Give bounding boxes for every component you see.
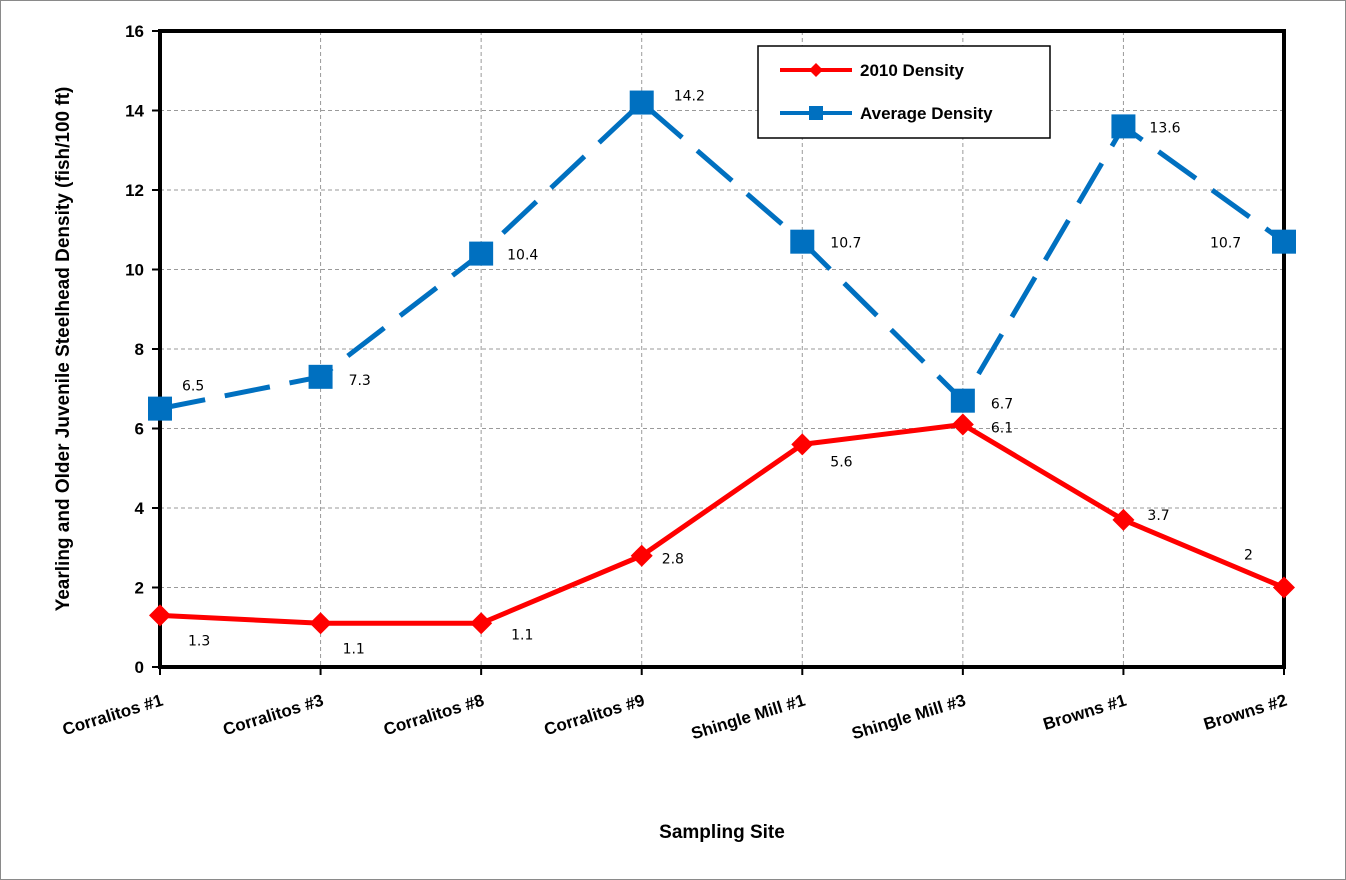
data-label: 10.7 <box>1210 236 1241 252</box>
y-tick-label: 14 <box>125 102 144 121</box>
data-label: 6.1 <box>991 421 1013 437</box>
data-label: 6.5 <box>182 379 204 395</box>
data-label: 10.4 <box>507 248 538 264</box>
data-point-marker <box>308 364 333 389</box>
data-label: 13.6 <box>1149 120 1180 136</box>
data-label: 10.7 <box>830 236 861 252</box>
x-category-label: Shingle Mill #1 <box>689 691 807 744</box>
data-point-marker <box>791 433 814 456</box>
data-point-marker <box>470 612 493 635</box>
legend-label-2010: 2010 Density <box>860 61 964 80</box>
data-point-marker <box>950 388 975 413</box>
data-point-marker <box>1111 114 1136 139</box>
y-tick-label: 10 <box>125 261 144 280</box>
y-tick-label: 12 <box>125 181 144 200</box>
series-lines <box>159 100 1286 626</box>
legend-marker-2010 <box>809 63 823 77</box>
y-tick-label: 6 <box>135 420 144 439</box>
data-point-marker <box>469 241 494 266</box>
data-labels: 1.3 1.1 1.1 2.8 5.6 6.1 3.7 2 6.5 7.3 10.4 14.2 10.7… <box>182 89 1253 658</box>
y-tick-labels: 0 2 4 6 8 10 12 14 16 <box>125 22 144 677</box>
data-label: 3.7 <box>1147 508 1169 524</box>
data-label: 7.3 <box>349 373 371 389</box>
series-line <box>159 422 1285 626</box>
data-label: 1.3 <box>188 633 210 649</box>
legend-box <box>757 45 1051 139</box>
data-point-marker <box>629 90 654 115</box>
y-axis-title: Yearling and Older Juvenile Steelhead De… <box>53 87 74 612</box>
data-point-marker <box>1112 508 1135 531</box>
x-category-label: Corralitos #9 <box>542 691 647 740</box>
x-category-label: Browns #1 <box>1041 691 1129 734</box>
data-point-marker <box>951 413 974 436</box>
y-tick-label: 16 <box>125 22 144 41</box>
y-tick-label: 2 <box>135 579 144 598</box>
data-point-marker <box>149 604 171 627</box>
data-label: 14.2 <box>674 89 705 105</box>
data-label: 5.6 <box>830 454 852 470</box>
data-point-marker <box>1272 229 1296 254</box>
data-label: 1.1 <box>511 627 533 643</box>
legend-label-average: Average Density <box>860 104 993 123</box>
x-category-label: Corralitos #3 <box>221 691 326 740</box>
data-label: 2 <box>1244 548 1253 564</box>
y-tick-label: 0 <box>135 658 144 677</box>
data-label: 6.7 <box>991 397 1013 413</box>
data-point-marker <box>309 612 332 635</box>
series-line <box>159 100 1286 412</box>
x-category-label: Corralitos #1 <box>60 691 165 740</box>
y-tick-label: 4 <box>135 499 145 518</box>
data-point-marker <box>148 396 172 421</box>
x-category-label: Browns #2 <box>1201 691 1289 734</box>
data-point-marker <box>630 544 653 567</box>
x-category-labels: Corralitos #1 Corralitos #3 Corralitos #8 C… <box>60 691 1289 744</box>
series-markers <box>148 90 1296 635</box>
legend: 2010 Density Average Density <box>757 45 1051 139</box>
data-point-marker <box>790 229 815 254</box>
axis-ticks <box>152 30 1285 675</box>
y-tick-label: 8 <box>135 340 144 359</box>
data-label: 1.1 <box>343 641 365 657</box>
data-label: 2.8 <box>662 552 684 568</box>
x-category-label: Shingle Mill #3 <box>850 691 968 744</box>
data-point-marker <box>1273 576 1295 599</box>
legend-marker-average <box>809 106 823 120</box>
x-axis-title: Sampling Site <box>659 822 785 843</box>
x-category-label: Corralitos #8 <box>381 691 486 740</box>
